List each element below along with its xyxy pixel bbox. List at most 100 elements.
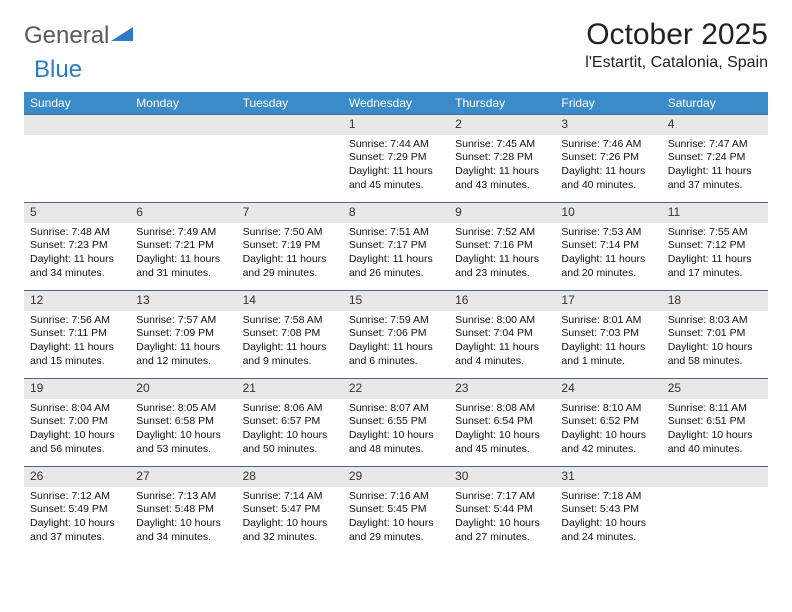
day-sunrise: Sunrise: 7:59 AM <box>349 314 443 328</box>
day-sunrise: Sunrise: 7:49 AM <box>136 226 230 240</box>
day-daylight2: and 1 minute. <box>561 355 655 369</box>
day-daylight2: and 31 minutes. <box>136 267 230 281</box>
logo-text-part1: General <box>24 22 109 50</box>
day-daylight1: Daylight: 10 hours <box>668 429 762 443</box>
day-number: 9 <box>449 202 555 223</box>
calendar-cell: 3Sunrise: 7:46 AMSunset: 7:26 PMDaylight… <box>555 114 661 202</box>
day-sunset: Sunset: 7:26 PM <box>561 151 655 165</box>
calendar-week-row: 12Sunrise: 7:56 AMSunset: 7:11 PMDayligh… <box>24 290 768 378</box>
day-daylight1: Daylight: 11 hours <box>349 165 443 179</box>
day-daylight1: Daylight: 10 hours <box>455 429 549 443</box>
calendar-cell: 10Sunrise: 7:53 AMSunset: 7:14 PMDayligh… <box>555 202 661 290</box>
day-daylight2: and 42 minutes. <box>561 443 655 457</box>
calendar-cell <box>130 114 236 202</box>
day-number: 17 <box>555 290 661 311</box>
calendar-cell: 26Sunrise: 7:12 AMSunset: 5:49 PMDayligh… <box>24 466 130 554</box>
calendar-cell: 19Sunrise: 8:04 AMSunset: 7:00 PMDayligh… <box>24 378 130 466</box>
day-sunrise: Sunrise: 8:08 AM <box>455 402 549 416</box>
day-daylight1: Daylight: 11 hours <box>455 341 549 355</box>
day-body: Sunrise: 7:49 AMSunset: 7:21 PMDaylight:… <box>130 223 236 285</box>
day-body: Sunrise: 7:46 AMSunset: 7:26 PMDaylight:… <box>555 135 661 197</box>
day-daylight2: and 32 minutes. <box>243 531 337 545</box>
day-daylight2: and 40 minutes. <box>668 443 762 457</box>
day-daylight1: Daylight: 10 hours <box>30 429 124 443</box>
day-sunset: Sunset: 7:04 PM <box>455 327 549 341</box>
day-sunset: Sunset: 7:11 PM <box>30 327 124 341</box>
day-sunset: Sunset: 7:28 PM <box>455 151 549 165</box>
day-daylight1: Daylight: 11 hours <box>243 341 337 355</box>
day-sunset: Sunset: 7:23 PM <box>30 239 124 253</box>
day-sunrise: Sunrise: 8:05 AM <box>136 402 230 416</box>
day-sunset: Sunset: 7:14 PM <box>561 239 655 253</box>
day-sunset: Sunset: 7:03 PM <box>561 327 655 341</box>
day-number: 13 <box>130 290 236 311</box>
day-number: 7 <box>237 202 343 223</box>
day-body: Sunrise: 7:16 AMSunset: 5:45 PMDaylight:… <box>343 487 449 549</box>
calendar-cell: 17Sunrise: 8:01 AMSunset: 7:03 PMDayligh… <box>555 290 661 378</box>
day-body: Sunrise: 7:18 AMSunset: 5:43 PMDaylight:… <box>555 487 661 549</box>
day-number: 5 <box>24 202 130 223</box>
day-daylight2: and 24 minutes. <box>561 531 655 545</box>
calendar-cell: 12Sunrise: 7:56 AMSunset: 7:11 PMDayligh… <box>24 290 130 378</box>
day-sunset: Sunset: 7:29 PM <box>349 151 443 165</box>
day-number: 6 <box>130 202 236 223</box>
day-sunrise: Sunrise: 8:01 AM <box>561 314 655 328</box>
day-daylight1: Daylight: 11 hours <box>243 253 337 267</box>
day-number: 19 <box>24 378 130 399</box>
day-sunrise: Sunrise: 8:03 AM <box>668 314 762 328</box>
day-sunset: Sunset: 6:58 PM <box>136 415 230 429</box>
calendar-page: General October 2025 l'Estartit, Catalon… <box>0 0 792 564</box>
day-body: Sunrise: 7:55 AMSunset: 7:12 PMDaylight:… <box>662 223 768 285</box>
day-body-empty <box>130 135 236 195</box>
day-body: Sunrise: 7:12 AMSunset: 5:49 PMDaylight:… <box>24 487 130 549</box>
day-sunrise: Sunrise: 7:53 AM <box>561 226 655 240</box>
calendar-cell: 30Sunrise: 7:17 AMSunset: 5:44 PMDayligh… <box>449 466 555 554</box>
day-daylight1: Daylight: 10 hours <box>30 517 124 531</box>
day-daylight2: and 27 minutes. <box>455 531 549 545</box>
calendar-cell: 1Sunrise: 7:44 AMSunset: 7:29 PMDaylight… <box>343 114 449 202</box>
day-body: Sunrise: 7:14 AMSunset: 5:47 PMDaylight:… <box>237 487 343 549</box>
calendar-cell <box>237 114 343 202</box>
day-daylight1: Daylight: 11 hours <box>561 165 655 179</box>
day-number: 23 <box>449 378 555 399</box>
day-daylight1: Daylight: 11 hours <box>349 341 443 355</box>
day-body: Sunrise: 8:00 AMSunset: 7:04 PMDaylight:… <box>449 311 555 373</box>
day-sunrise: Sunrise: 8:06 AM <box>243 402 337 416</box>
day-body: Sunrise: 7:56 AMSunset: 7:11 PMDaylight:… <box>24 311 130 373</box>
day-number: 11 <box>662 202 768 223</box>
calendar-week-row: 1Sunrise: 7:44 AMSunset: 7:29 PMDaylight… <box>24 114 768 202</box>
day-body: Sunrise: 7:50 AMSunset: 7:19 PMDaylight:… <box>237 223 343 285</box>
day-number: 14 <box>237 290 343 311</box>
day-daylight2: and 45 minutes. <box>349 179 443 193</box>
day-daylight1: Daylight: 10 hours <box>136 429 230 443</box>
day-sunrise: Sunrise: 8:10 AM <box>561 402 655 416</box>
day-sunset: Sunset: 5:49 PM <box>30 503 124 517</box>
day-number: 27 <box>130 466 236 487</box>
calendar-cell: 7Sunrise: 7:50 AMSunset: 7:19 PMDaylight… <box>237 202 343 290</box>
day-body: Sunrise: 7:44 AMSunset: 7:29 PMDaylight:… <box>343 135 449 197</box>
day-body: Sunrise: 7:45 AMSunset: 7:28 PMDaylight:… <box>449 135 555 197</box>
calendar-cell: 25Sunrise: 8:11 AMSunset: 6:51 PMDayligh… <box>662 378 768 466</box>
day-daylight2: and 34 minutes. <box>30 267 124 281</box>
day-body: Sunrise: 7:52 AMSunset: 7:16 PMDaylight:… <box>449 223 555 285</box>
logo-triangle-icon <box>111 22 133 50</box>
calendar-body: 1Sunrise: 7:44 AMSunset: 7:29 PMDaylight… <box>24 114 768 554</box>
logo-text-part2: Blue <box>34 56 82 84</box>
day-daylight1: Daylight: 11 hours <box>136 253 230 267</box>
day-daylight2: and 20 minutes. <box>561 267 655 281</box>
day-number: 8 <box>343 202 449 223</box>
day-sunset: Sunset: 7:21 PM <box>136 239 230 253</box>
day-sunset: Sunset: 7:00 PM <box>30 415 124 429</box>
day-number: 20 <box>130 378 236 399</box>
day-daylight1: Daylight: 10 hours <box>136 517 230 531</box>
calendar-cell: 4Sunrise: 7:47 AMSunset: 7:24 PMDaylight… <box>662 114 768 202</box>
day-body: Sunrise: 8:11 AMSunset: 6:51 PMDaylight:… <box>662 399 768 461</box>
day-sunset: Sunset: 7:17 PM <box>349 239 443 253</box>
month-title: October 2025 <box>585 18 768 52</box>
day-sunset: Sunset: 5:45 PM <box>349 503 443 517</box>
day-daylight1: Daylight: 10 hours <box>243 517 337 531</box>
day-sunset: Sunset: 5:48 PM <box>136 503 230 517</box>
calendar-cell <box>662 466 768 554</box>
day-number: 1 <box>343 114 449 135</box>
location: l'Estartit, Catalonia, Spain <box>585 54 768 72</box>
